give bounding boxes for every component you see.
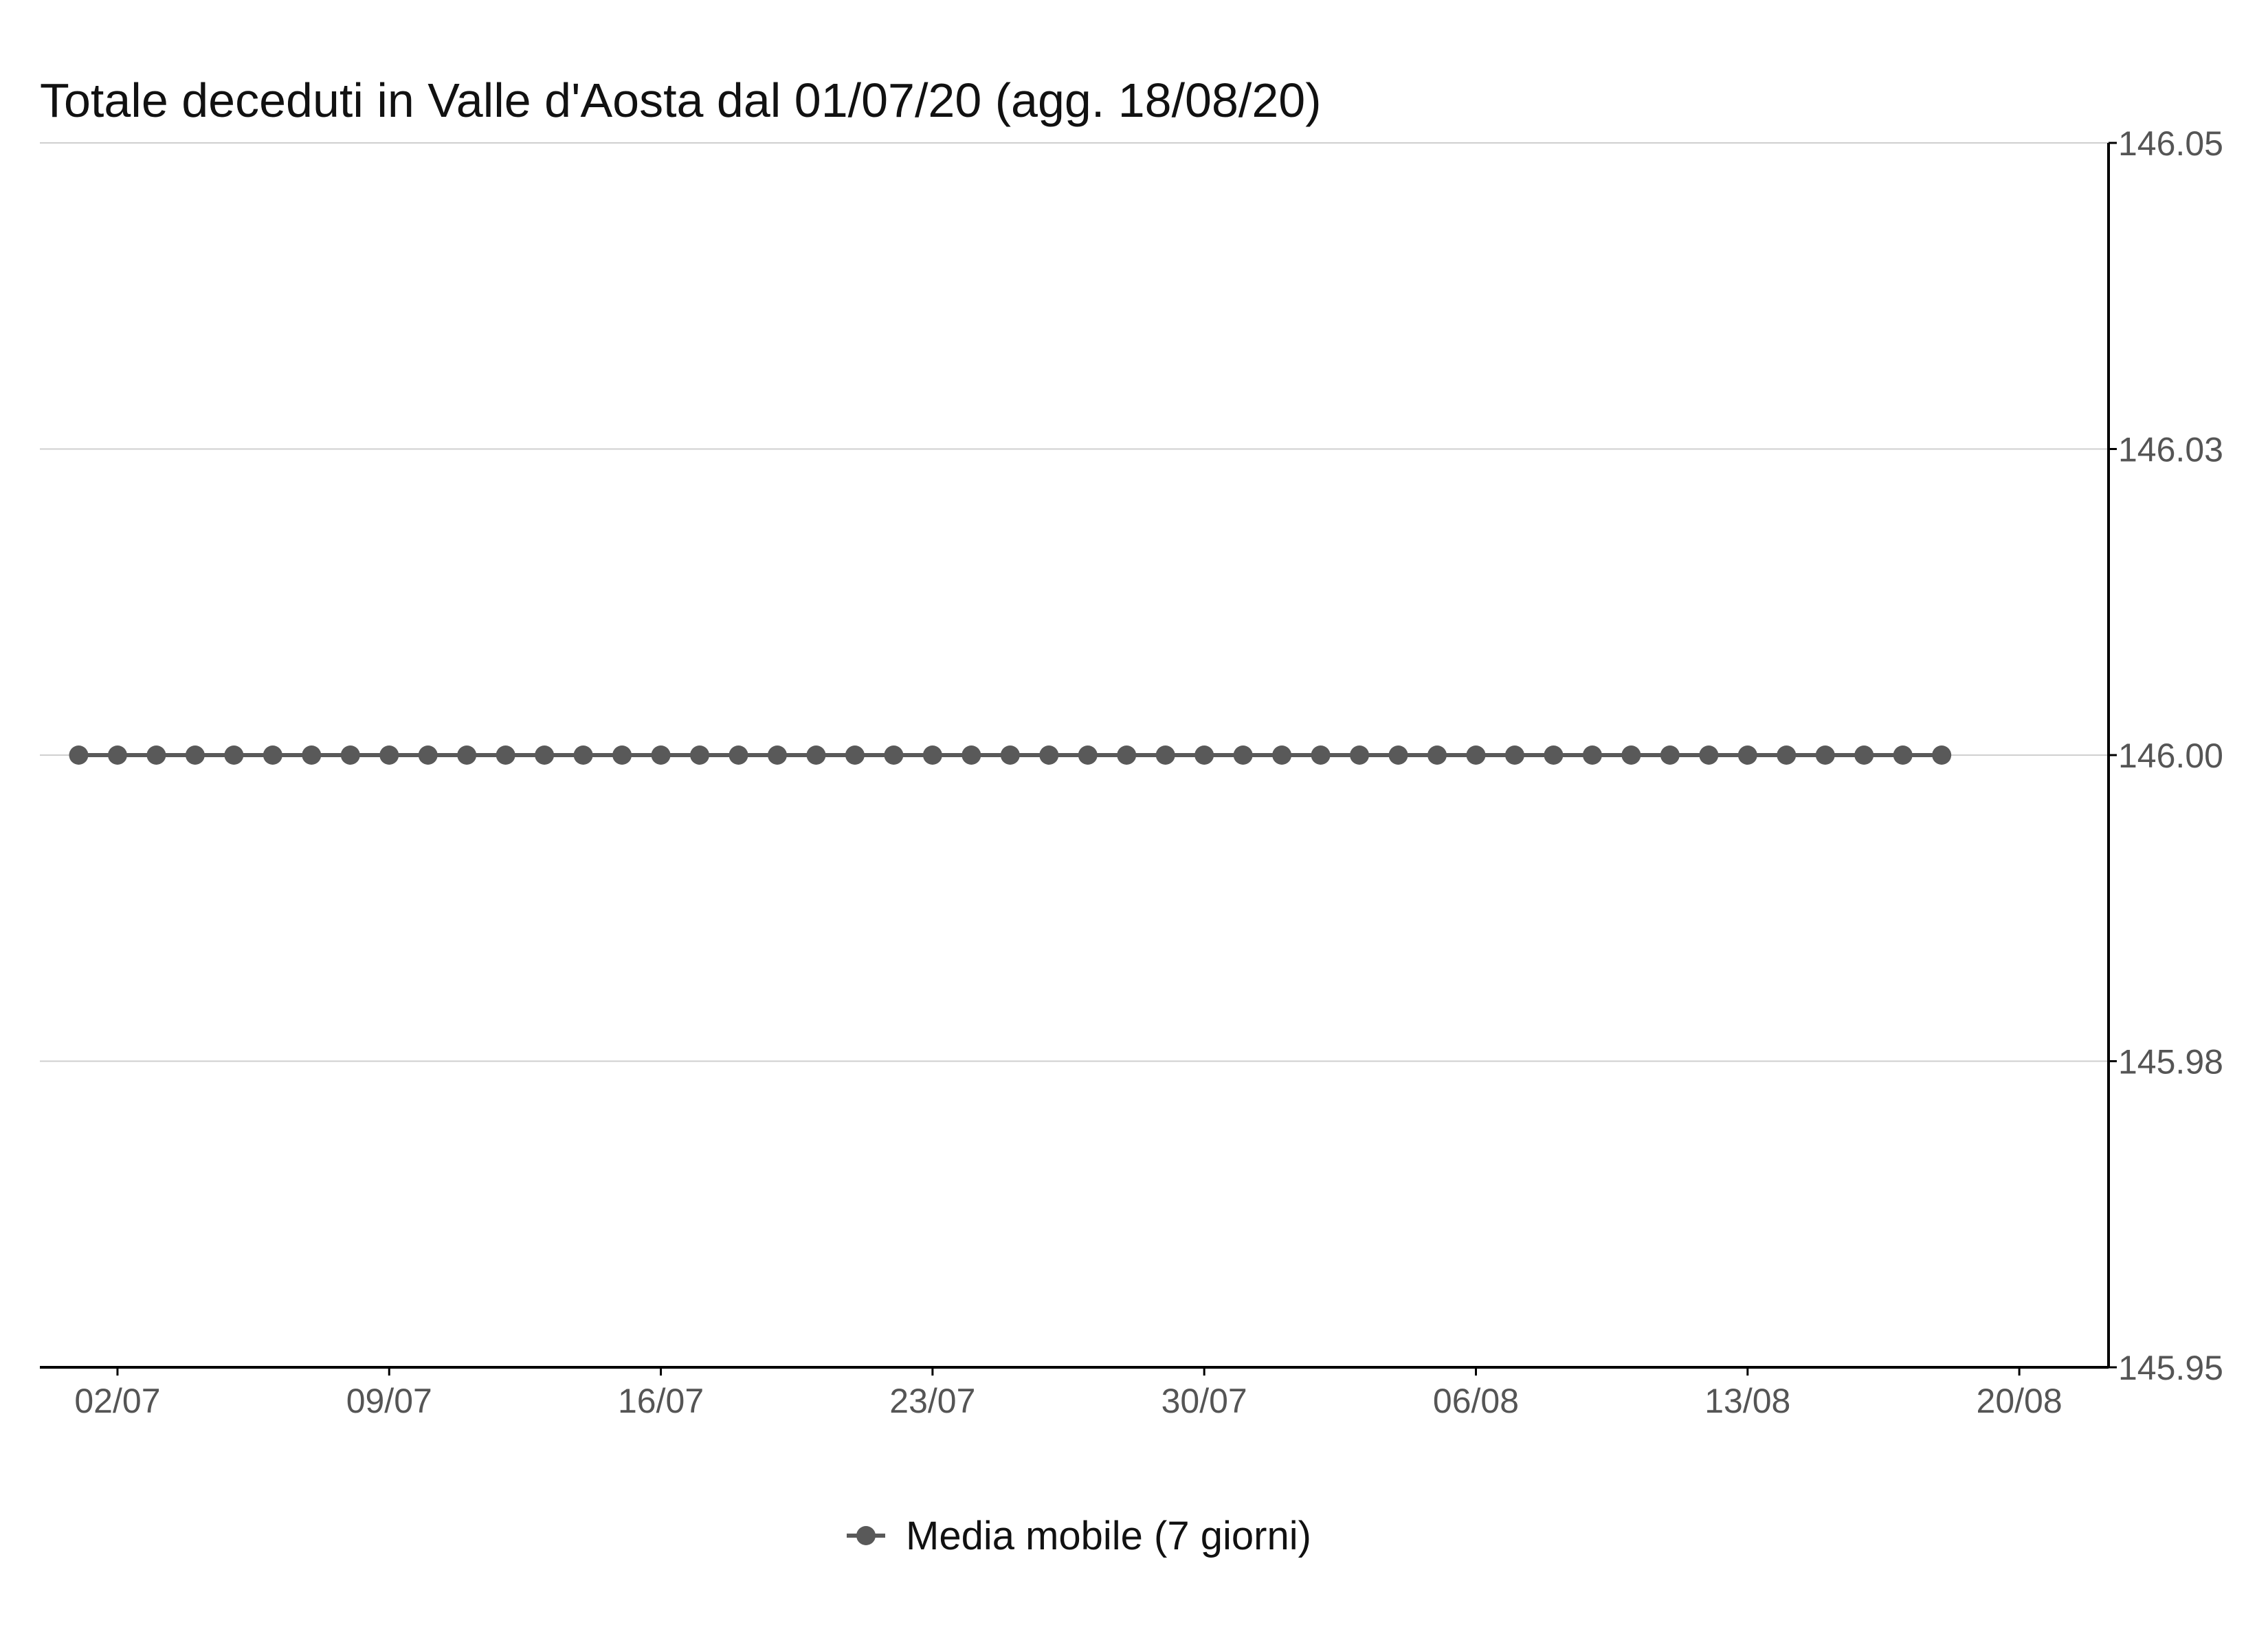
legend-label: Media mobile (7 giorni): [906, 1514, 1311, 1558]
data-point: [224, 745, 244, 765]
x-tick-label: 23/07: [889, 1382, 975, 1420]
data-point: [185, 745, 205, 765]
data-point: [806, 745, 826, 765]
y-tick-label: 146.05: [2118, 124, 2223, 163]
data-point: [1155, 745, 1175, 765]
data-point: [1699, 745, 1719, 765]
data-point: [1737, 745, 1757, 765]
data-point: [1466, 745, 1486, 765]
series-media-mobile: [69, 745, 1952, 765]
data-point: [1427, 745, 1447, 765]
data-point: [1388, 745, 1408, 765]
data-point: [1272, 745, 1292, 765]
y-tick-label: 145.98: [2118, 1043, 2223, 1081]
data-point: [922, 745, 942, 765]
data-point: [1350, 745, 1370, 765]
data-point: [1815, 745, 1835, 765]
data-point: [1504, 745, 1524, 765]
data-point: [651, 745, 671, 765]
data-point: [535, 745, 555, 765]
data-point: [302, 745, 322, 765]
data-point: [418, 745, 438, 765]
x-tick-label: 02/07: [74, 1382, 160, 1420]
data-point: [1311, 745, 1331, 765]
data-point: [961, 745, 981, 765]
data-point: [379, 745, 399, 765]
data-point: [1544, 745, 1564, 765]
data-point: [1621, 745, 1641, 765]
x-tick-label: 06/08: [1433, 1382, 1519, 1420]
data-point: [1117, 745, 1137, 765]
data-point: [107, 745, 127, 765]
axes: 145.95 145.98 146.00 146.03 146.05 02/07 09/07…: [40, 124, 2223, 1420]
x-tick-label: 30/07: [1161, 1382, 1247, 1420]
legend: Media mobile (7 giorni): [847, 1514, 1311, 1558]
data-point: [573, 745, 593, 765]
y-tick-label: 145.95: [2118, 1349, 2223, 1387]
y-tick-label: 146.03: [2118, 431, 2223, 469]
data-point: [1233, 745, 1253, 765]
data-point: [1893, 745, 1913, 765]
data-point: [1854, 745, 1874, 765]
data-point: [690, 745, 710, 765]
data-point: [729, 745, 748, 765]
data-point: [1582, 745, 1602, 765]
y-tick-label: 146.00: [2118, 737, 2223, 775]
data-point: [496, 745, 515, 765]
data-point: [1039, 745, 1059, 765]
data-point: [1932, 745, 1952, 765]
legend-marker-swatch: [856, 1526, 876, 1545]
data-point: [69, 745, 89, 765]
x-tick-label: 09/07: [346, 1382, 432, 1420]
chart-title: Totale deceduti in Valle d'Aosta dal 01/…: [40, 74, 1322, 127]
data-point: [146, 745, 166, 765]
data-point: [612, 745, 632, 765]
data-point: [263, 745, 282, 765]
x-tick-label: 16/07: [618, 1382, 704, 1420]
data-point: [1194, 745, 1214, 765]
data-point: [767, 745, 787, 765]
data-point: [845, 745, 865, 765]
data-point: [457, 745, 477, 765]
data-point: [340, 745, 360, 765]
data-point: [1660, 745, 1680, 765]
grid-lines: [40, 142, 2109, 1062]
data-point: [884, 745, 904, 765]
data-point: [1777, 745, 1797, 765]
x-tick-label: 13/08: [1704, 1382, 1790, 1420]
data-point: [1000, 745, 1020, 765]
data-point: [1078, 745, 1098, 765]
x-tick-label: 20/08: [1977, 1382, 2063, 1420]
